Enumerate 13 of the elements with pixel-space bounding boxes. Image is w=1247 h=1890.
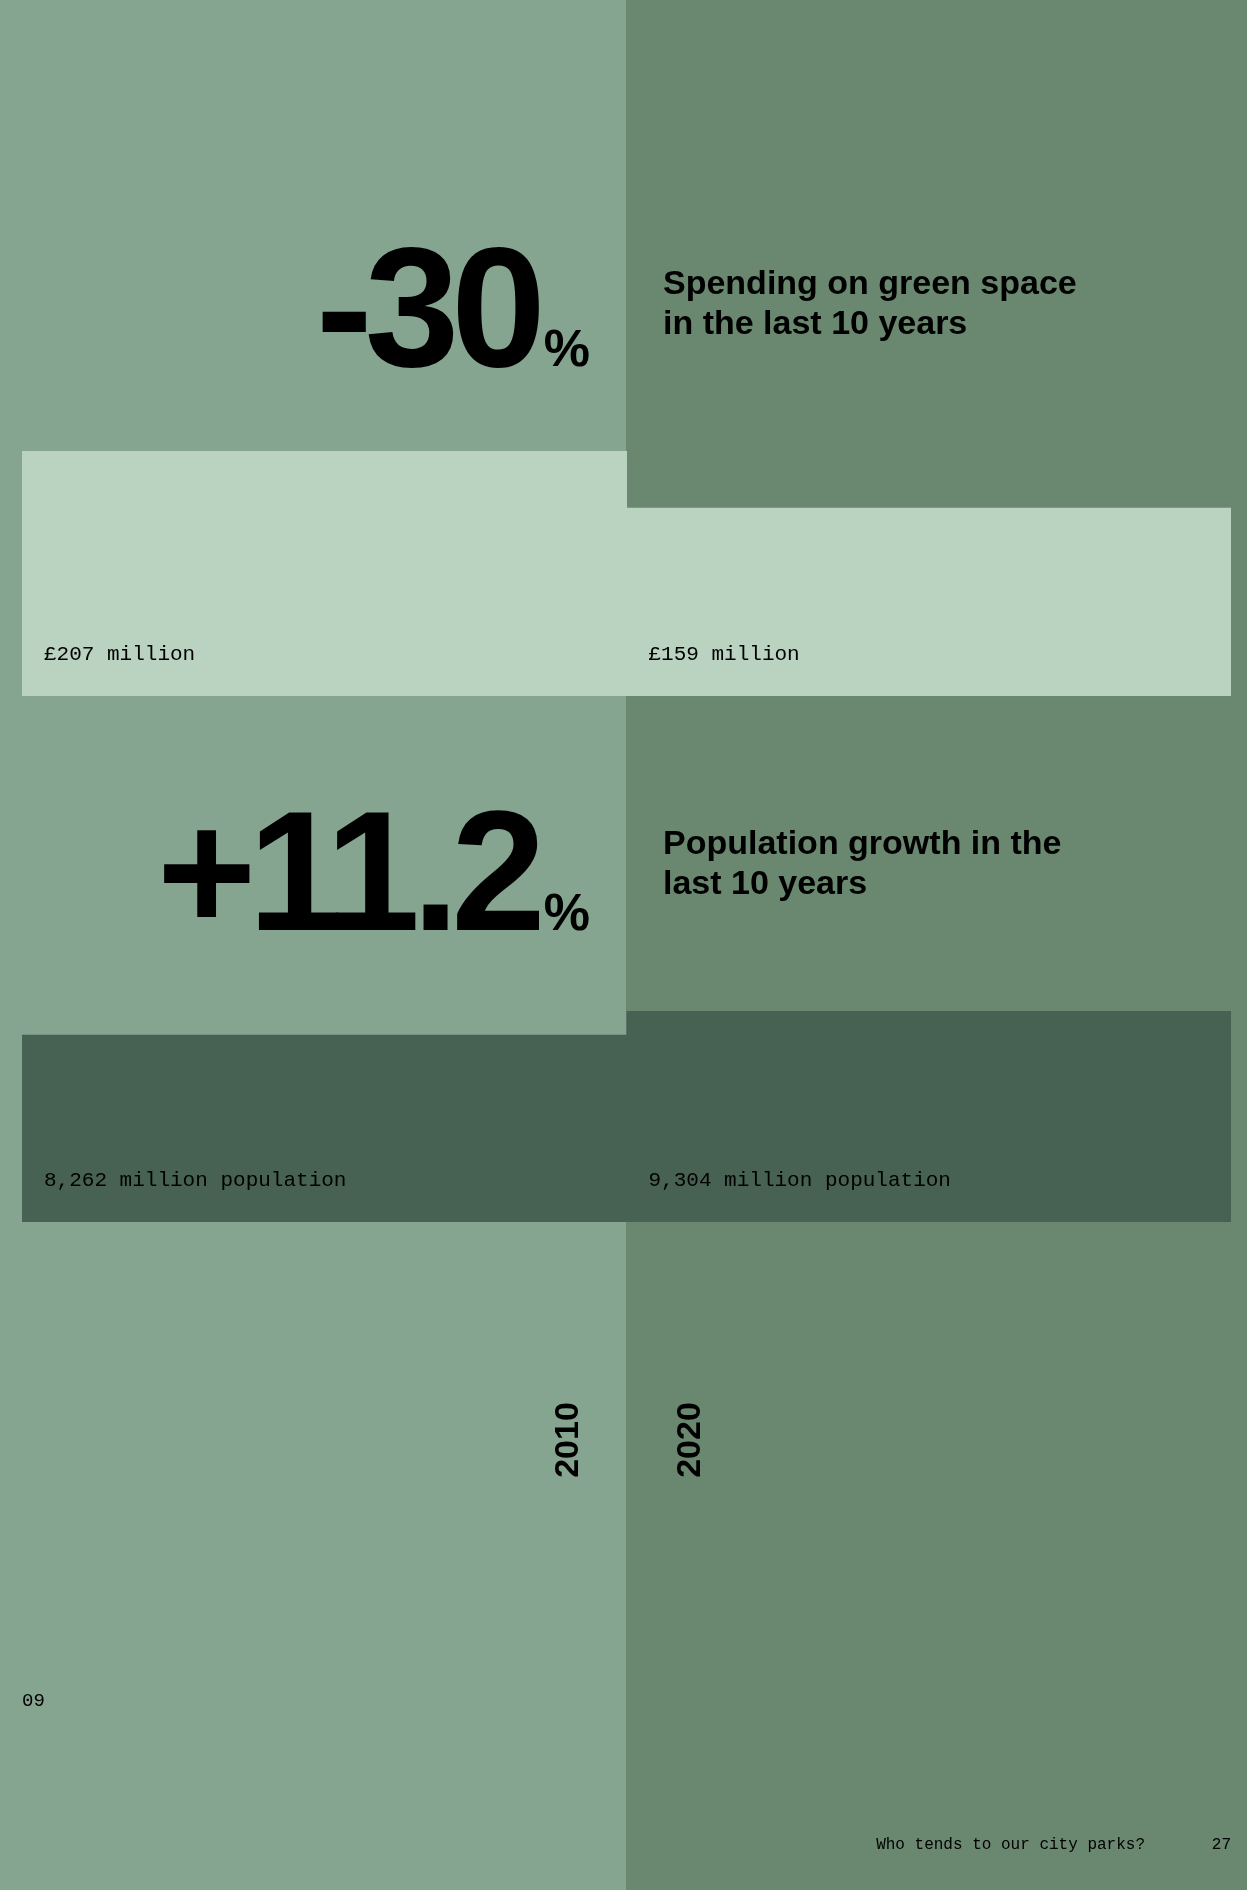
text: 27 bbox=[1211, 1836, 1231, 1854]
text: Who tends to our city parks? bbox=[876, 1836, 1145, 1854]
data-label: 9,304 million population bbox=[648, 1169, 951, 1192]
text: 2020 bbox=[668, 1401, 708, 1480]
text: 09 bbox=[22, 1690, 45, 1712]
data-label: 8,262 million population bbox=[44, 1169, 347, 1192]
data-label: £159 million bbox=[648, 643, 800, 666]
text: +11.2% bbox=[156, 776, 590, 966]
chart-title: Population growth in the last 10 years bbox=[663, 822, 1063, 902]
data-label: £207 million bbox=[44, 643, 196, 666]
chart-title: Spending on green space in the last 10 years bbox=[663, 262, 1078, 342]
text: -30% bbox=[316, 212, 590, 402]
text: 2010 bbox=[546, 1401, 586, 1480]
